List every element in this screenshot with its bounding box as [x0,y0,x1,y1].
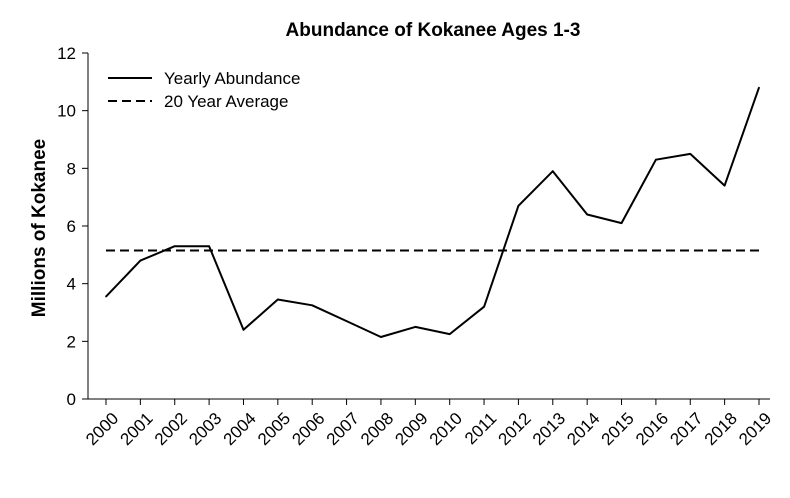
x-tick-label: 2009 [391,409,431,449]
data-point [277,298,279,301]
data-point [517,205,520,207]
x-tick-label: 2017 [666,409,706,449]
chart-title: Abundance of Kokanee Ages 1-3 [286,20,581,41]
x-tick-label: 2011 [461,409,500,448]
y-tick-label: 12 [57,44,76,63]
x-tick-label: 2000 [82,409,122,449]
data-point [380,336,382,338]
data-point [139,259,142,262]
series-line-yearly-abundance [105,87,760,338]
data-point [723,184,726,187]
x-ticks: 2000200120022003200420052006200720082009… [82,399,775,449]
x-tick-label: 2008 [357,409,397,449]
legend-label-average: 20 Year Average [164,92,288,111]
x-tick-label: 2019 [735,409,775,449]
data-point [242,329,245,331]
x-tick-label: 2007 [323,409,363,449]
y-tick-label: 0 [67,390,76,409]
x-tick-label: 2004 [220,409,260,449]
x-tick-label: 2015 [598,409,638,449]
y-ticks: 0 2 4 6 8 10 12 [57,44,88,409]
x-tick-label: 2002 [151,409,191,449]
data-point [345,320,348,322]
x-tick-label: 2001 [116,409,156,449]
data-point [105,295,107,298]
data-point [758,86,760,89]
y-tick-label: 8 [67,159,76,178]
x-tick-label: 2013 [529,409,569,449]
data-point [208,245,210,247]
x-tick-label: 2005 [254,409,294,449]
data-point [414,326,417,328]
y-tick-label: 2 [67,332,76,351]
data-point [483,305,485,308]
data-point [620,222,623,224]
x-tick-label: 2010 [426,409,466,449]
data-point [552,170,554,172]
data-point [173,245,176,247]
x-tick-label: 2006 [288,409,328,449]
y-tick-label: 4 [67,275,76,294]
data-point [586,213,588,216]
data-point [448,333,451,335]
legend: Yearly Abundance 20 Year Average [108,69,300,111]
data-point [311,304,314,307]
series-group [105,86,760,338]
data-point [689,153,692,155]
x-tick-label: 2014 [563,409,603,449]
y-tick-label: 10 [57,102,76,121]
y-axis-label: Millions of Kokanee [29,139,50,317]
y-tick-label: 6 [67,217,76,236]
x-tick-label: 2003 [185,409,225,449]
x-tick-label: 2018 [701,409,741,449]
x-tick-label: 2012 [495,409,535,449]
data-point [655,158,657,161]
x-tick-label: 2016 [632,409,672,449]
legend-label-yearly: Yearly Abundance [164,69,300,88]
